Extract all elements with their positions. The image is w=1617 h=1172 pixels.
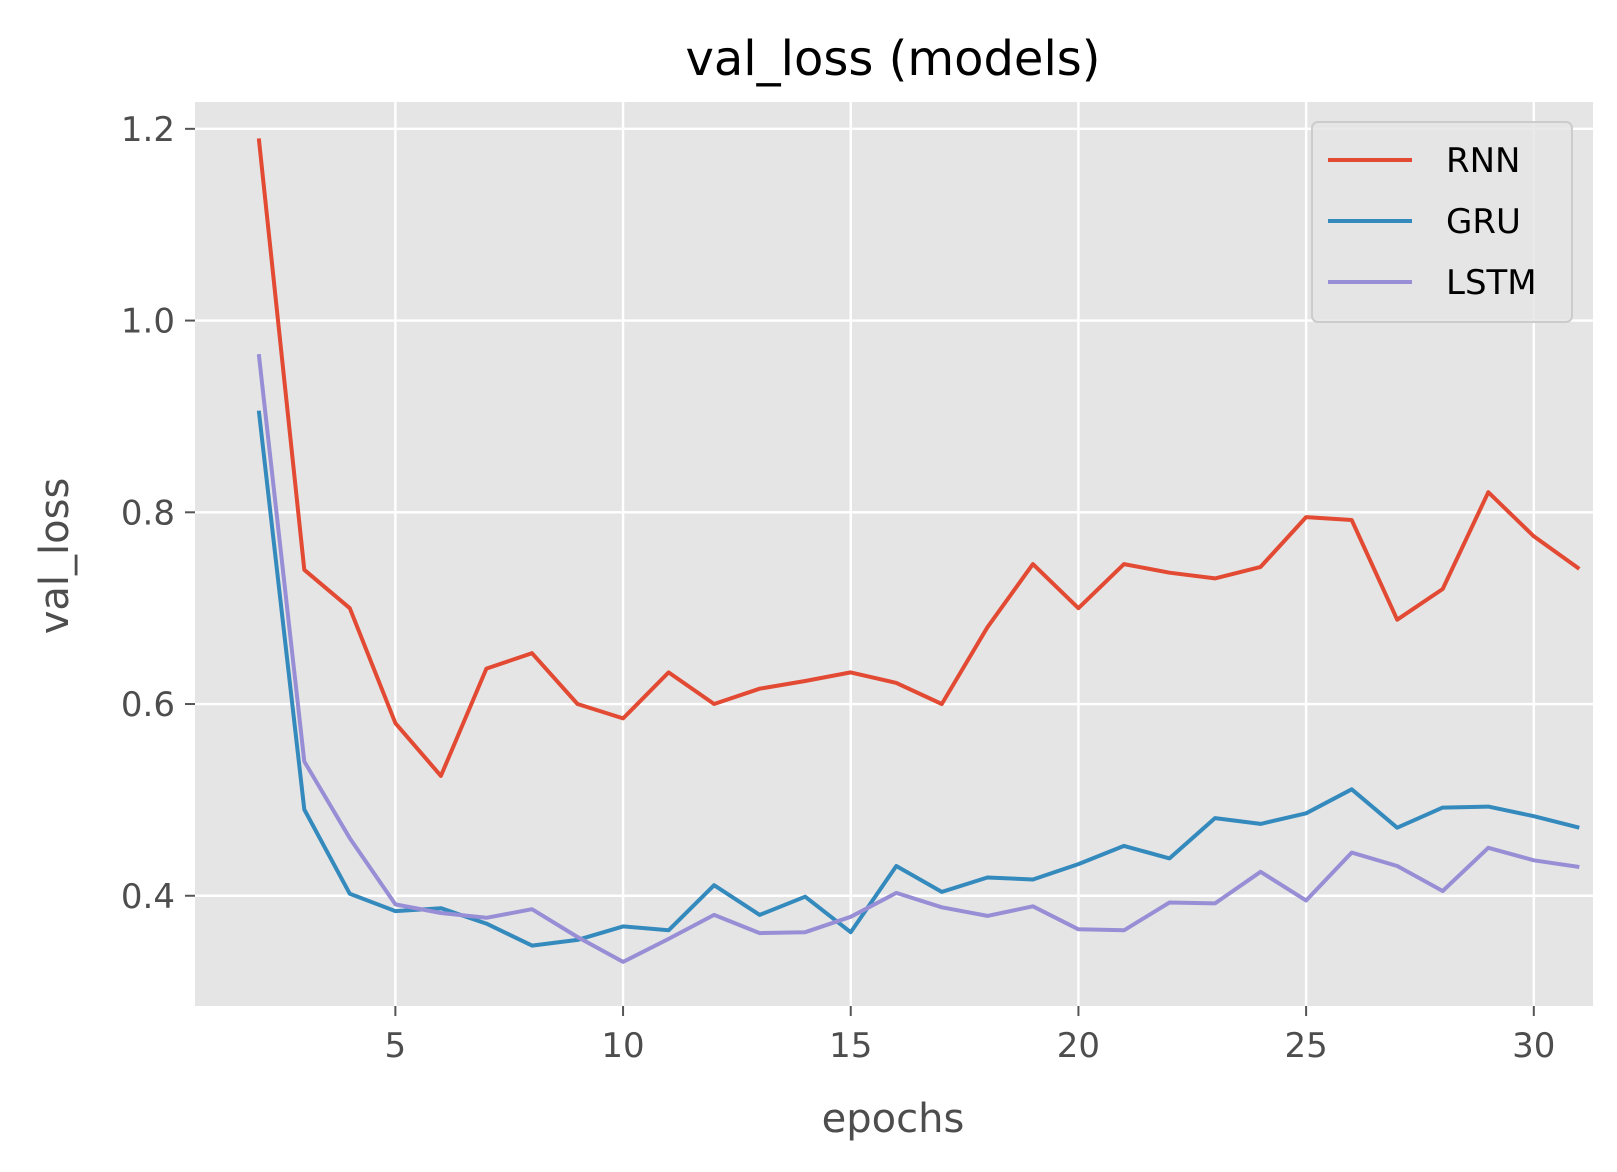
legend-box <box>1311 121 1573 323</box>
x-tick-label: 25 <box>1284 1026 1327 1066</box>
x-tick-label: 20 <box>1057 1026 1100 1066</box>
x-tick-label: 5 <box>385 1026 407 1066</box>
legend: RNN GRU LSTM <box>1311 121 1573 323</box>
legend-entry: LSTM <box>1446 263 1537 303</box>
y-tick-label: 0.8 <box>121 493 175 533</box>
series-line-gru <box>256 410 1580 948</box>
legend-entry: GRU <box>1446 202 1521 242</box>
axis-ticks: 5 10 15 20 25 30 0.4 0.6 0.8 1.0 1.2 <box>121 110 1556 1066</box>
x-axis-label: epochs <box>822 1096 965 1142</box>
series-line-lstm <box>256 353 1580 964</box>
y-tick-label: 1.2 <box>121 110 175 150</box>
x-tick-label: 30 <box>1512 1026 1555 1066</box>
y-tick-label: 0.6 <box>121 685 175 725</box>
x-tick-label: 10 <box>601 1026 644 1066</box>
x-tick-label: 15 <box>829 1026 872 1066</box>
chart-title: val_loss (models) <box>685 31 1100 87</box>
series-line-rnn <box>256 138 1581 778</box>
y-tick-label: 0.4 <box>121 877 175 917</box>
legend-entry: RNN <box>1446 141 1521 181</box>
series-lines <box>256 138 1581 964</box>
y-axis-label: val_loss <box>32 478 78 635</box>
y-tick-label: 1.0 <box>121 302 175 342</box>
